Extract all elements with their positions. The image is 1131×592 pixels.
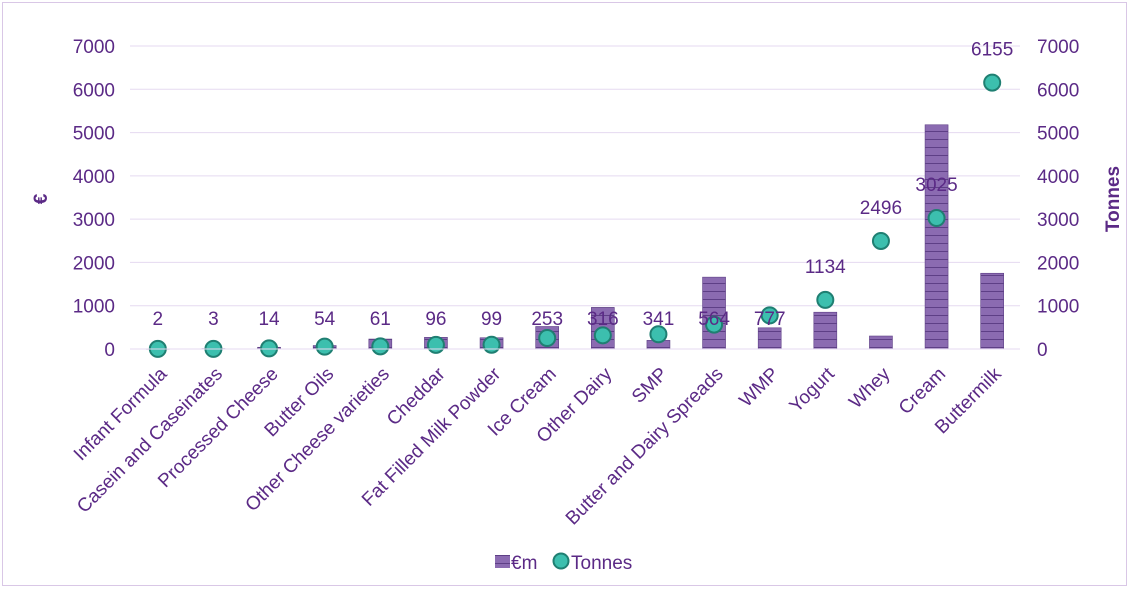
data-label: 777 xyxy=(754,309,786,330)
gridlines xyxy=(130,45,1020,350)
y-axis-title: € xyxy=(31,193,52,204)
data-label: 341 xyxy=(643,309,675,330)
data-label: 1134 xyxy=(805,257,846,278)
tonnes-marker xyxy=(927,209,946,228)
category-label: Cream xyxy=(895,364,950,419)
y2-tick-label: 3000 xyxy=(1037,210,1079,231)
tonnes-marker xyxy=(260,339,279,358)
y2-tick-label: 2000 xyxy=(1037,253,1079,274)
data-label: 564 xyxy=(698,309,730,330)
y-tick-label: 1000 xyxy=(73,297,115,318)
tonnes-marker xyxy=(705,315,724,334)
y-tick-label: 0 xyxy=(104,340,115,361)
category-label: Infant Formula xyxy=(70,363,172,465)
bar xyxy=(980,272,1004,350)
y-axis-right: 0 1000 2000 3000 4000 5000 6000 7000 xyxy=(1037,37,1079,361)
y2-tick-label: 7000 xyxy=(1037,37,1079,58)
tonnes-marker xyxy=(371,337,390,356)
legend-swatch-bar xyxy=(495,555,510,568)
y-tick-label: 7000 xyxy=(73,37,115,58)
data-label: 54 xyxy=(314,309,336,330)
y2-axis-title: Tonnes xyxy=(1103,166,1124,232)
bar xyxy=(757,327,782,350)
data-label: 253 xyxy=(531,309,563,330)
legend-label-tonnes: Tonnes xyxy=(571,553,632,574)
y-tick-label: 6000 xyxy=(73,80,115,101)
tonnes-marker xyxy=(315,337,334,356)
data-label: 316 xyxy=(587,309,619,330)
data-label: 2 xyxy=(153,309,164,330)
y-tick-label: 3000 xyxy=(73,210,115,231)
y2-tick-label: 4000 xyxy=(1037,167,1079,188)
data-label: 99 xyxy=(481,309,502,330)
y-tick-label: 4000 xyxy=(73,167,115,188)
y2-tick-label: 1000 xyxy=(1037,297,1079,318)
y-axis-left: 0 1000 2000 3000 4000 5000 6000 7000 xyxy=(73,37,115,361)
tonnes-marker xyxy=(649,325,668,344)
tonnes-marker xyxy=(816,290,835,309)
tonnes-marker xyxy=(983,73,1002,92)
data-label: 14 xyxy=(258,309,280,330)
y-tick-label: 5000 xyxy=(73,124,115,145)
data-labels: 2 3 14 54 61 96 99 253 316 341 564 777 1134 2496 3025 6… xyxy=(153,40,1014,330)
data-label: 61 xyxy=(370,309,391,330)
y2-tick-label: 5000 xyxy=(1037,124,1079,145)
tonnes-marker xyxy=(760,306,779,325)
category-label: Yogurt xyxy=(786,363,840,417)
data-label: 6155 xyxy=(971,40,1013,61)
category-label: Whey xyxy=(845,363,895,413)
category-label: SMP xyxy=(628,364,672,408)
category-label: WMP xyxy=(736,364,784,412)
tonnes-marker xyxy=(871,231,890,250)
bar xyxy=(813,311,838,350)
data-label: 2496 xyxy=(860,198,902,219)
data-label: 96 xyxy=(425,309,446,330)
bar xyxy=(869,335,893,350)
tonnes-marker xyxy=(426,335,445,354)
y2-tick-label: 0 xyxy=(1037,340,1048,361)
combo-chart: 2 3 14 54 61 96 99 253 316 341 564 777 1134 2496 3025 6… xyxy=(31,37,1124,574)
y2-tick-label: 6000 xyxy=(1037,80,1079,101)
bar xyxy=(924,124,949,350)
data-label: 3025 xyxy=(915,175,957,196)
legend: €m Tonnes xyxy=(495,552,632,574)
tonnes-marker xyxy=(538,329,557,348)
y-tick-label: 2000 xyxy=(73,253,115,274)
legend-label-bar: €m xyxy=(511,553,537,574)
data-label: 3 xyxy=(208,309,219,330)
tonnes-marker xyxy=(593,326,612,345)
tonnes-marker xyxy=(482,335,501,354)
legend-marker-tonnes xyxy=(552,552,570,570)
